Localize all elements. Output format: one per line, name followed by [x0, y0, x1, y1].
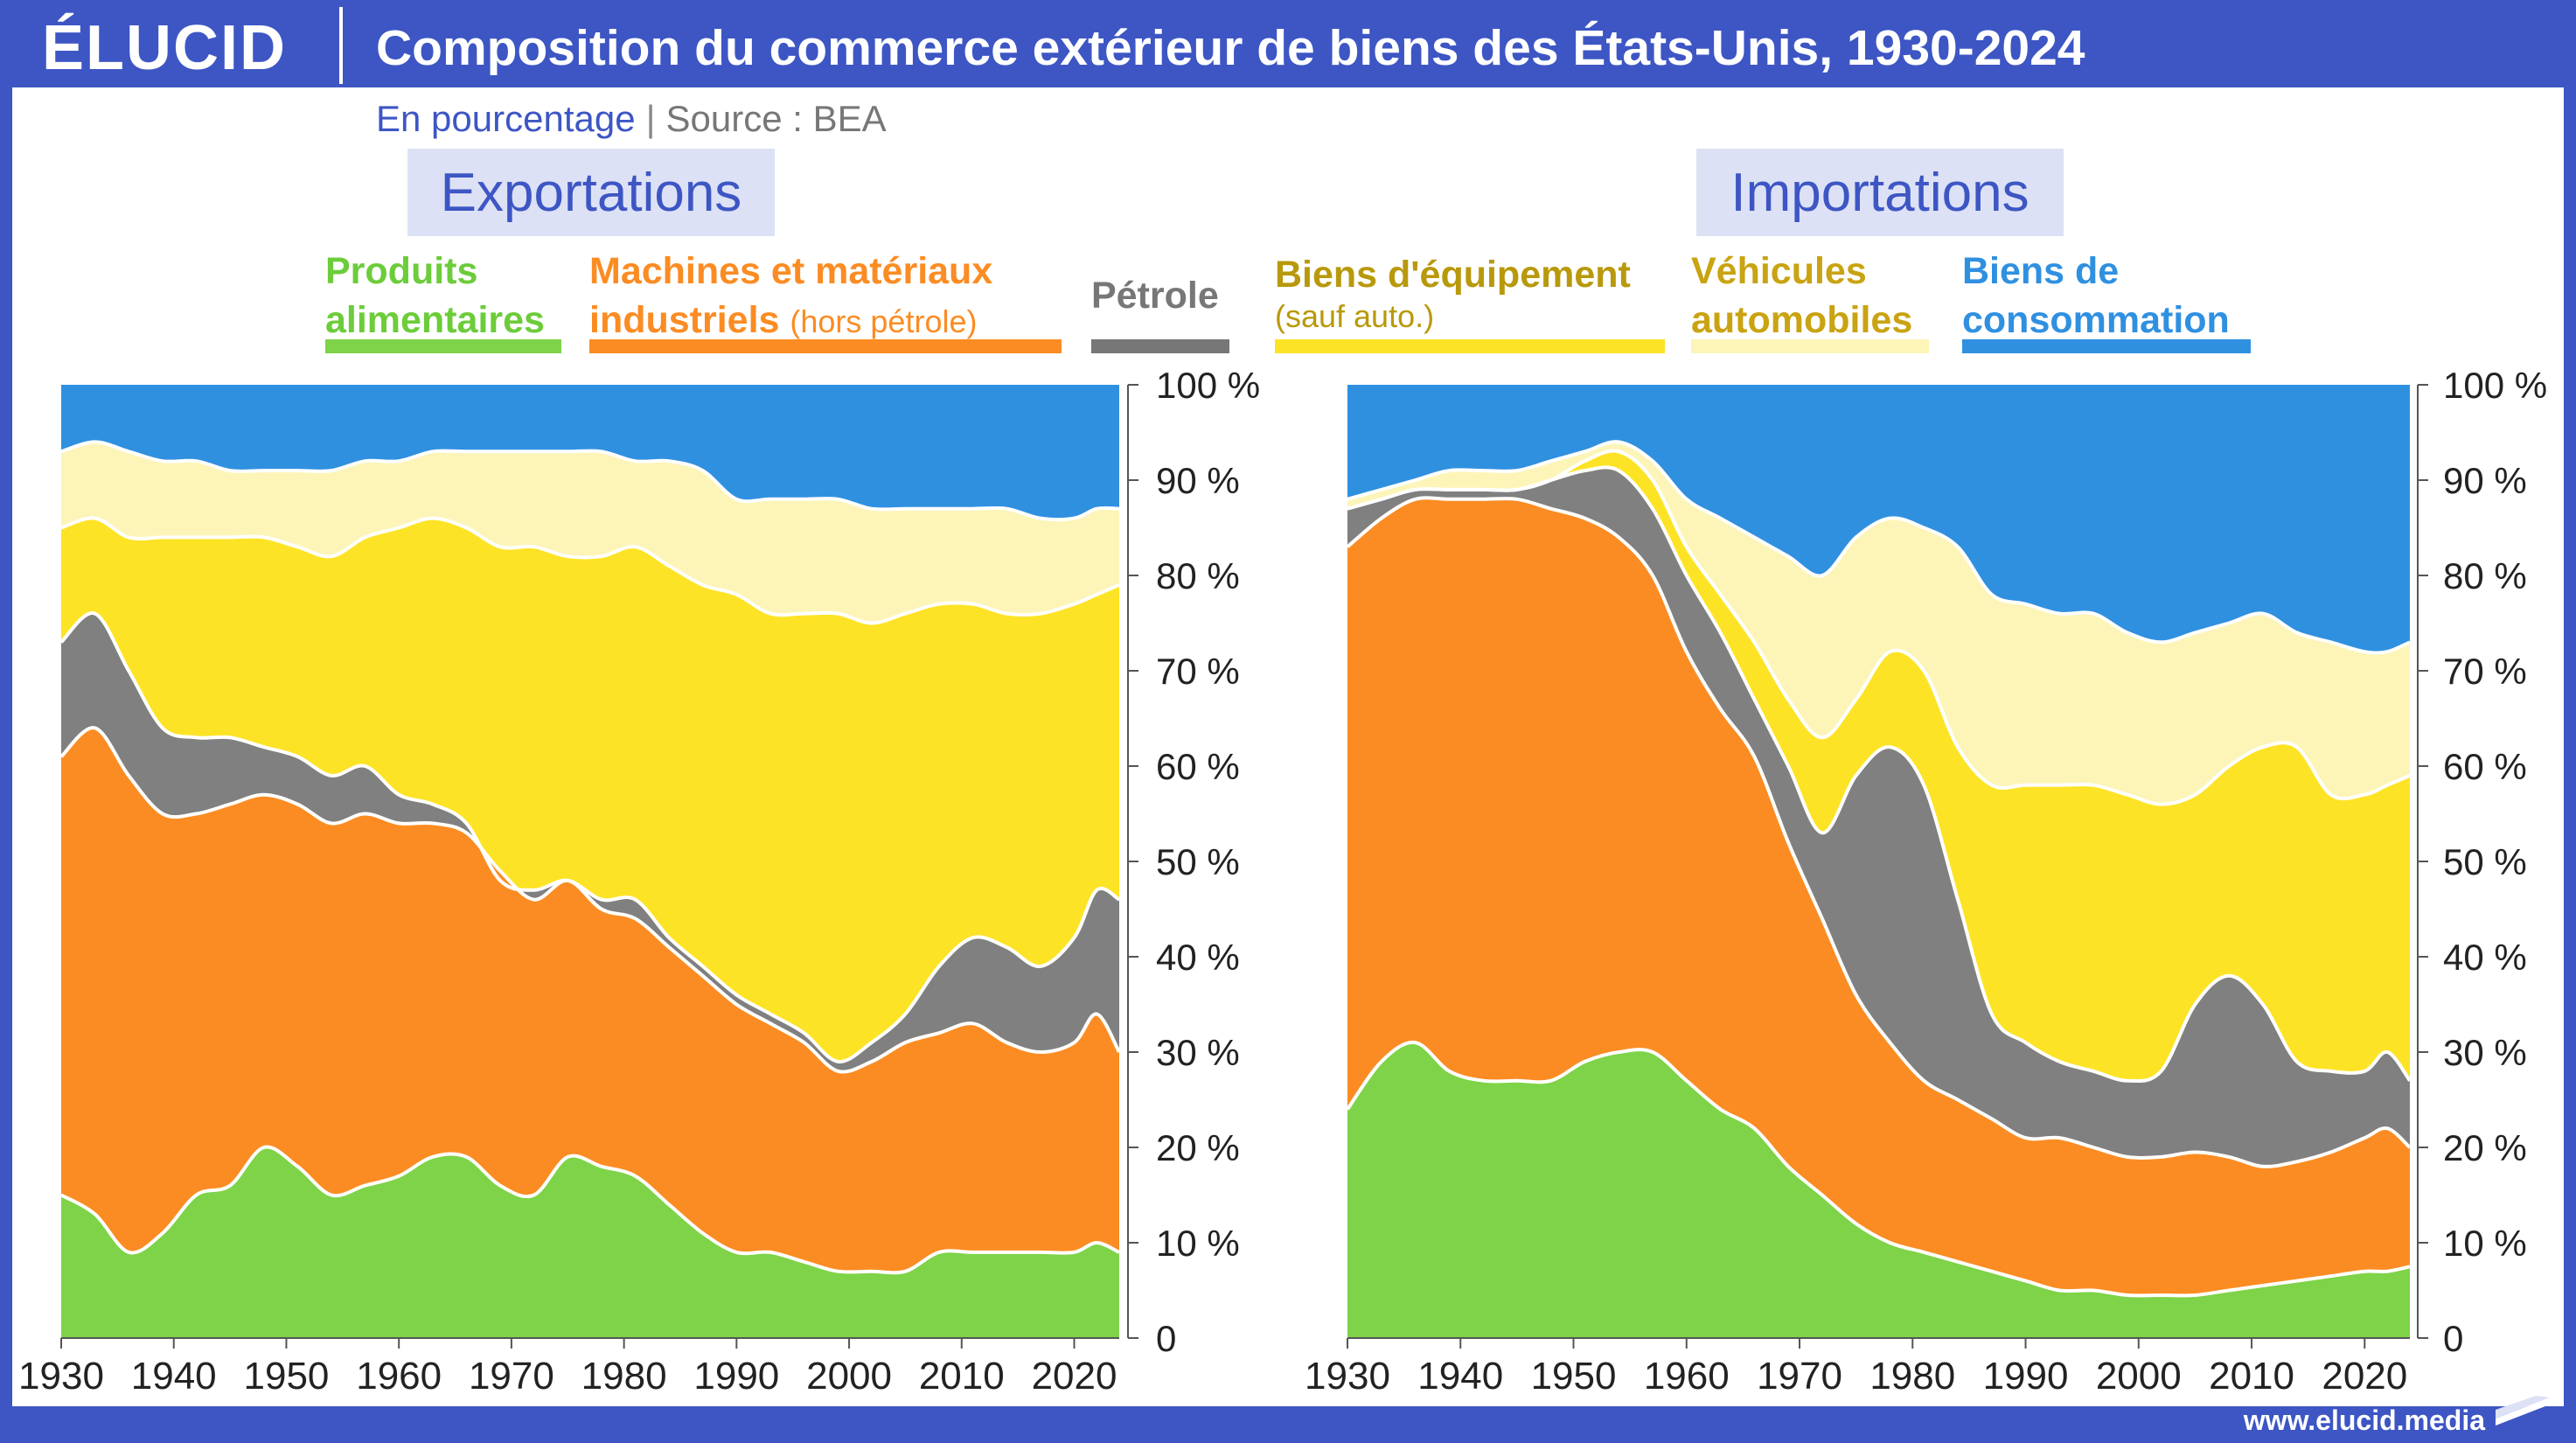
imports-xtick-label: 1960: [1644, 1355, 1730, 1398]
exports-ytick-label: 40 %: [1156, 937, 1240, 978]
subtitle-separator: |: [645, 98, 656, 139]
logo-separator: [339, 7, 343, 84]
exports-boundary-petroleum: [59, 611, 1121, 1063]
imports-xtick-label: 1980: [1869, 1355, 1955, 1398]
legend-petroleum-line1: Pétrole: [1091, 275, 1219, 317]
imports-boundary-auto: [1347, 440, 2411, 655]
subtitle-unit: En pourcentage: [376, 98, 636, 139]
imports-ytick-label: 50 %: [2443, 841, 2527, 882]
subtitle: En pourcentage | Source : BEA: [376, 98, 887, 140]
exports-xtick-label: 2000: [806, 1355, 892, 1398]
legend-auto-line2: automobiles: [1691, 299, 1913, 341]
exports-boundary-capital: [60, 516, 1120, 625]
exports-ytick-label: 100 %: [1156, 365, 1260, 406]
legend-capital-swatch: [1275, 339, 1665, 353]
imports-xtick-label: 1970: [1757, 1355, 1842, 1398]
imports-ytick-label: 40 %: [2443, 937, 2527, 978]
imports-ytick-label: 80 %: [2443, 555, 2527, 596]
legend-capital: Biens d'équipement (sauf auto.): [1275, 250, 1631, 334]
exports-xtick-label: 1950: [244, 1355, 330, 1398]
header-bar: [0, 0, 2576, 87]
exports-xtick-label: 1930: [18, 1355, 104, 1398]
legend-consumer-swatch: [1962, 339, 2251, 353]
exports-chart: 0 10 % 20 % 30 % 40 % 50 % 60 % 70 % 80 % 90 % 100…: [18, 365, 1260, 1398]
exports-ytick-label: 60 %: [1156, 746, 1240, 787]
exports-boundary-food: [60, 1145, 1120, 1275]
legend-industrial-swatch: [589, 339, 1062, 353]
exports-xtick-label: 2020: [1032, 1355, 1117, 1398]
legend-industrial-note: (hors pétrole): [790, 303, 978, 339]
exports-area-industrial: [61, 728, 1119, 1338]
imports-ytick-label: 0: [2443, 1318, 2463, 1359]
legend-petroleum-swatch: [1091, 339, 1229, 353]
legend-food: Produits alimentaires: [325, 247, 545, 345]
legend-auto-line1: Véhicules: [1691, 250, 1867, 292]
imports-ytick-label: 20 %: [2443, 1127, 2527, 1168]
imports-boundary-food: [1346, 1040, 2411, 1298]
exports-ytick-label: 20 %: [1156, 1127, 1240, 1168]
source-note: Source : BEA: [665, 98, 887, 139]
exports-area-food: [61, 1147, 1119, 1338]
legend-petroleum: Pétrole: [1091, 271, 1219, 320]
imports-xtick-label: 2010: [2209, 1355, 2294, 1398]
imports-xtick-label: 2000: [2096, 1355, 2182, 1398]
footer-url[interactable]: www.elucid.media: [2243, 1405, 2485, 1436]
exports-ytick-label: 0: [1156, 1318, 1176, 1359]
imports-ytick-label: 100 %: [2443, 365, 2547, 406]
legend-auto: Véhicules automobiles: [1691, 247, 1912, 345]
exports-heading: Exportations: [407, 149, 775, 236]
exports-ytick-label: 70 %: [1156, 651, 1240, 692]
legend-food-line1: Produits: [325, 250, 478, 292]
legend-food-swatch: [325, 339, 561, 353]
legend-consumer-line2: consommation: [1962, 299, 2230, 341]
legend-industrial: Machines et matériaux industriels (hors …: [589, 247, 992, 346]
exports-ytick-label: 50 %: [1156, 841, 1240, 882]
page-title: Composition du commerce extérieur de bie…: [376, 20, 2085, 76]
legend-capital-line1: Biens d'équipement: [1275, 254, 1631, 296]
imports-heading: Importations: [1696, 149, 2064, 236]
exports-xtick-label: 1960: [356, 1355, 442, 1398]
imports-xtick-label: 1990: [1983, 1355, 2069, 1398]
imports-xtick-label: 1940: [1417, 1355, 1503, 1398]
exports-ytick-label: 90 %: [1156, 460, 1240, 501]
exports-xtick-label: 1990: [693, 1355, 779, 1398]
imports-xtick-label: 2020: [2322, 1355, 2407, 1398]
logo[interactable]: ÉLUCID: [42, 13, 287, 83]
legend-industrial-line1: Machines et matériaux: [589, 250, 993, 292]
legend-food-line2: alimentaires: [325, 299, 545, 341]
legend-capital-note: (sauf auto.): [1275, 298, 1435, 334]
legend-consumer: Biens de consommation: [1962, 247, 2230, 345]
imports-xtick-label: 1930: [1305, 1355, 1390, 1398]
imports-ytick-label: 10 %: [2443, 1223, 2527, 1264]
imports-ytick-label: 90 %: [2443, 460, 2527, 501]
imports-xtick-label: 1950: [1531, 1355, 1617, 1398]
exports-xtick-label: 1970: [469, 1355, 554, 1398]
legend-consumer-line1: Biens de: [1962, 250, 2120, 292]
exports-xtick-label: 2010: [919, 1355, 1005, 1398]
exports-xtick-label: 1940: [131, 1355, 217, 1398]
legend-auto-swatch: [1691, 339, 1929, 353]
exports-ytick-label: 10 %: [1156, 1223, 1240, 1264]
footer-bar: [0, 1406, 2576, 1443]
imports-boundary-industrial: [1346, 496, 2412, 1168]
legend-industrial-line2: industriels: [589, 299, 780, 341]
exports-ytick-label: 30 %: [1156, 1032, 1240, 1073]
imports-chart: 0 10 % 20 % 30 % 40 % 50 % 60 % 70 % 80 % 90 % 100…: [1305, 365, 2547, 1398]
imports-ytick-label: 60 %: [2443, 746, 2527, 787]
exports-ytick-label: 80 %: [1156, 555, 1240, 596]
imports-ytick-label: 70 %: [2443, 651, 2527, 692]
exports-xtick-label: 1980: [581, 1355, 667, 1398]
imports-boundary-capital: [1347, 449, 2411, 806]
logo-mark-icon: [2496, 1396, 2550, 1426]
imports-ytick-label: 30 %: [2443, 1032, 2527, 1073]
imports-area-food: [1347, 1042, 2410, 1338]
exports-boundary-auto: [60, 440, 1120, 521]
exports-boundary-industrial: [59, 726, 1121, 1074]
